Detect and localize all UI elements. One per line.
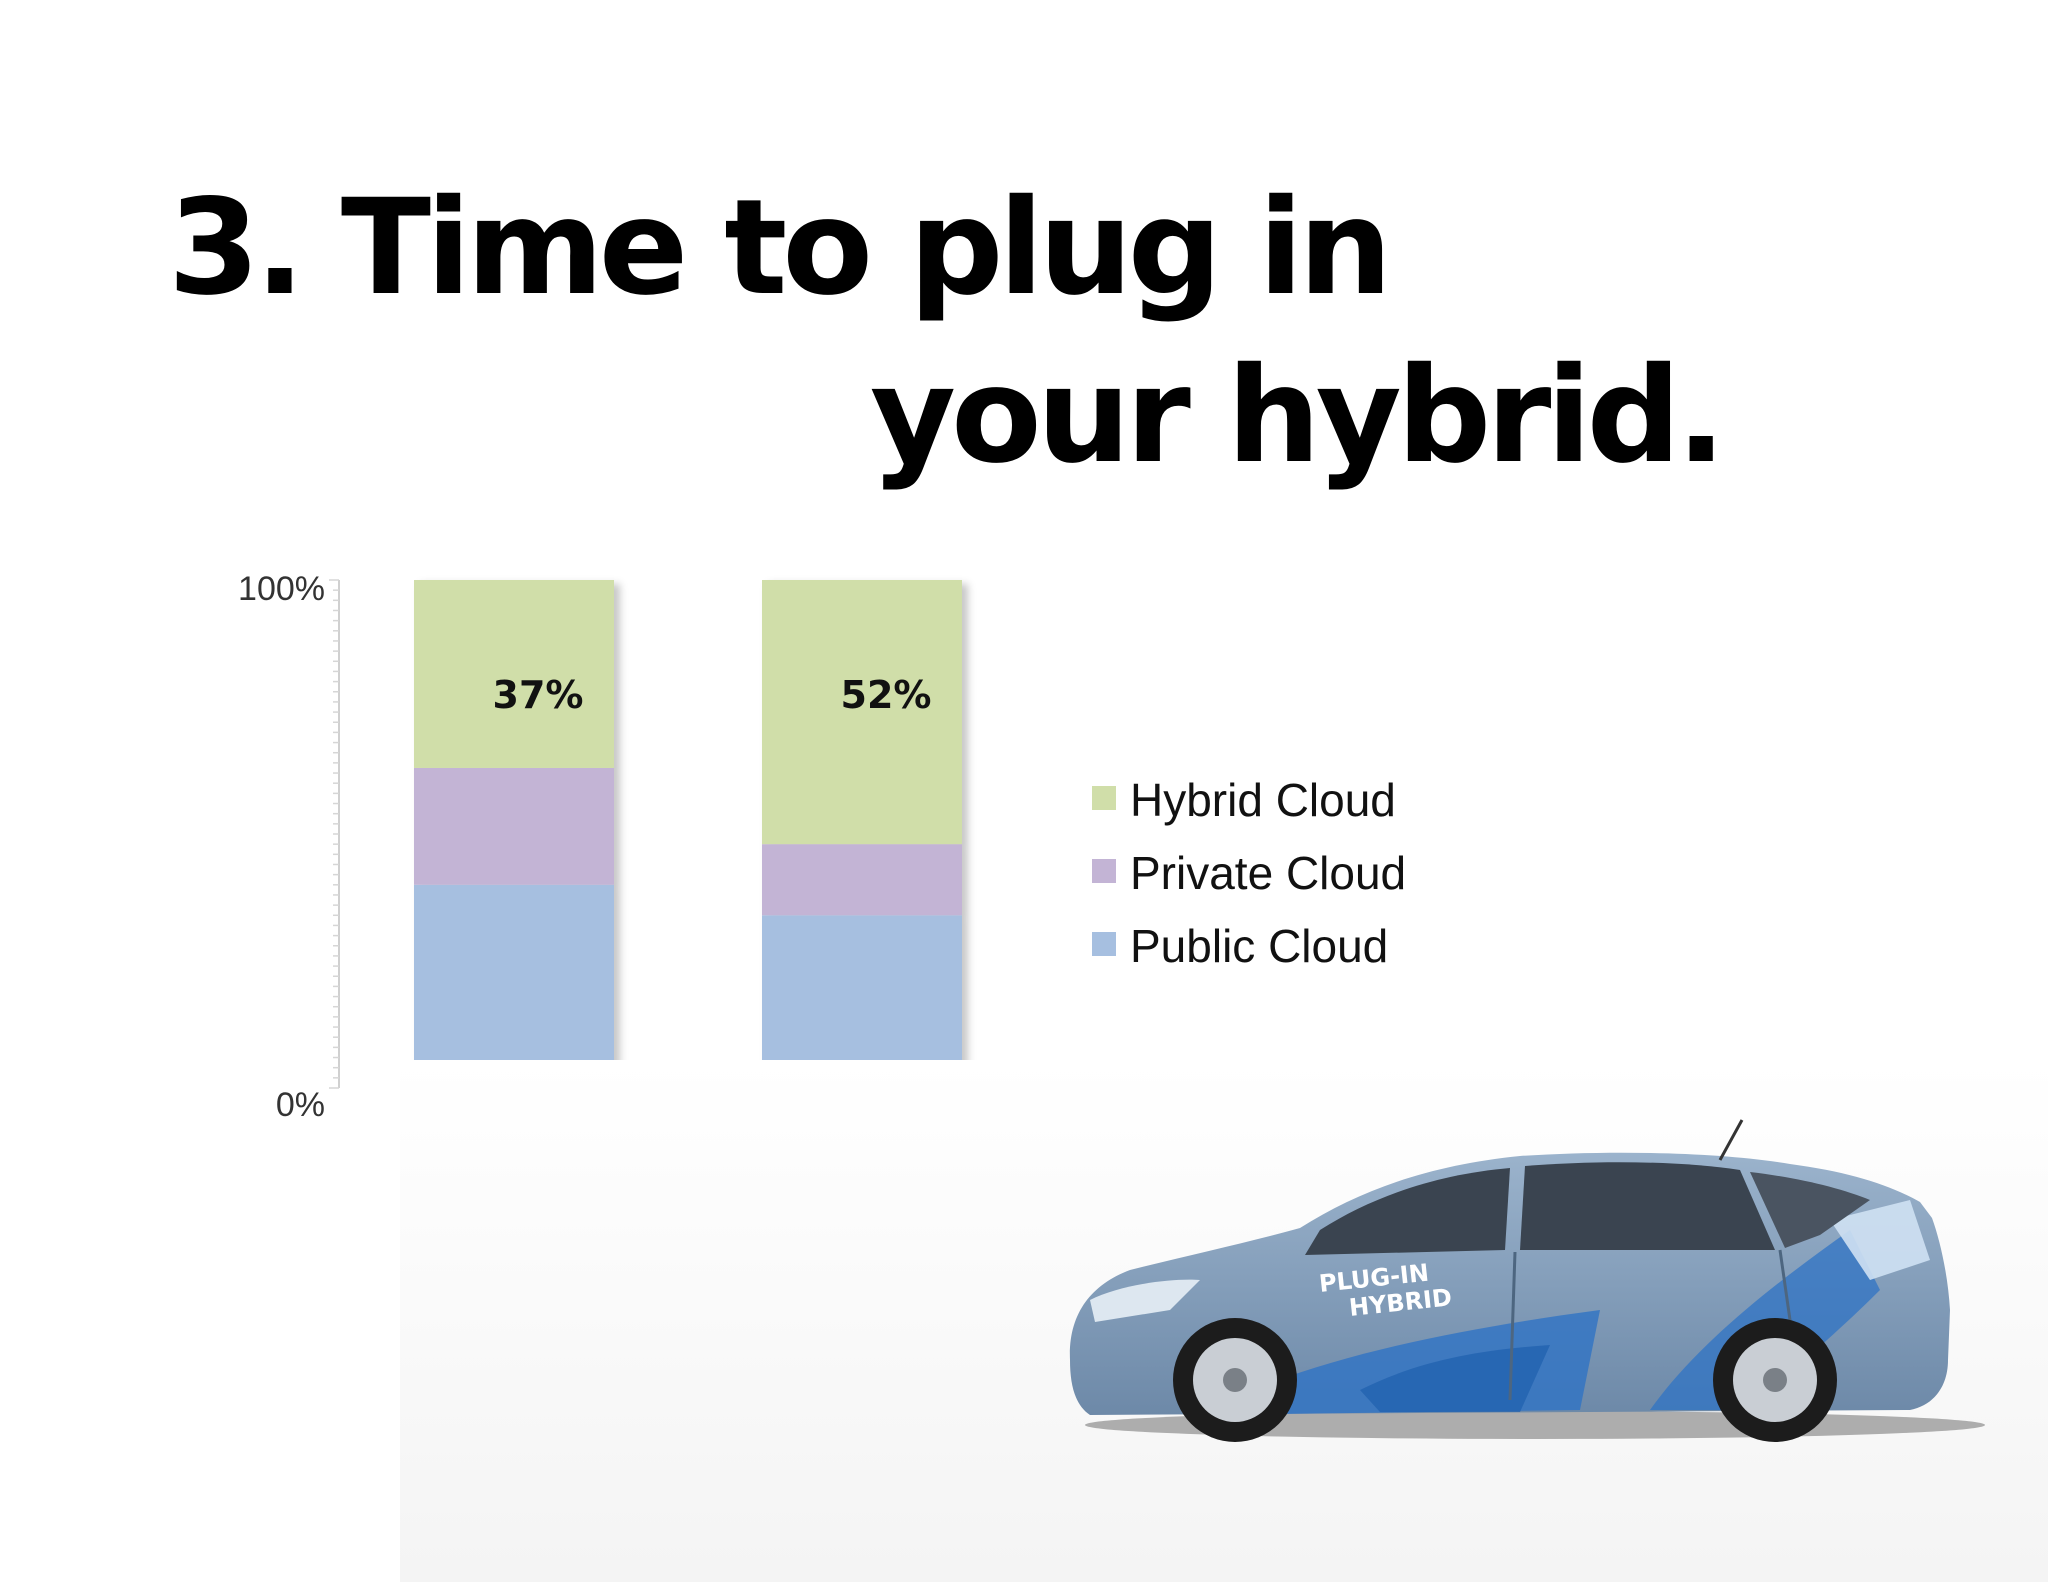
legend-label-private-cloud: Private Cloud	[1130, 847, 1406, 899]
bar-stack-2012	[414, 580, 614, 1088]
legend-swatch-public-cloud	[1092, 932, 1116, 956]
y-tick-label-0: 0%	[276, 1086, 325, 1124]
legend-swatch-hybrid-cloud	[1092, 786, 1116, 810]
stacked-bar-chart: 0%100% 201237%201752% Hybrid CloudPrivat…	[238, 570, 1406, 1165]
legend-label-public-cloud: Public Cloud	[1130, 920, 1388, 972]
title-line-1: 3. Time to plug in	[168, 171, 1392, 325]
bar-segment-public-cloud-2012	[414, 884, 614, 1088]
data-label-hybrid-2012: 37%	[493, 673, 584, 717]
y-tick-label-100: 100%	[238, 570, 325, 608]
legend: Hybrid Cloud Private Cloud Public Cloud	[1092, 774, 1406, 972]
data-label-hybrid-2017: 52%	[841, 673, 932, 717]
bar-segment-hybrid-cloud-2012	[414, 580, 614, 768]
bars	[414, 580, 962, 1088]
bar-segment-public-cloud-2017	[762, 915, 962, 1088]
plug-in-hybrid-car-image: PLUG-IN HYBRID	[400, 1060, 2048, 1582]
title-line-2: your hybrid.	[870, 339, 1726, 493]
bar-stack-2017	[762, 580, 962, 1088]
bar-segment-hybrid-cloud-2017	[762, 580, 962, 845]
y-axis: 0% 100%	[238, 570, 340, 1124]
bar-segment-private-cloud-2012	[414, 767, 614, 885]
legend-label-hybrid-cloud: Hybrid Cloud	[1130, 774, 1396, 826]
bar-segment-private-cloud-2017	[762, 844, 962, 916]
legend-swatch-private-cloud	[1092, 859, 1116, 883]
